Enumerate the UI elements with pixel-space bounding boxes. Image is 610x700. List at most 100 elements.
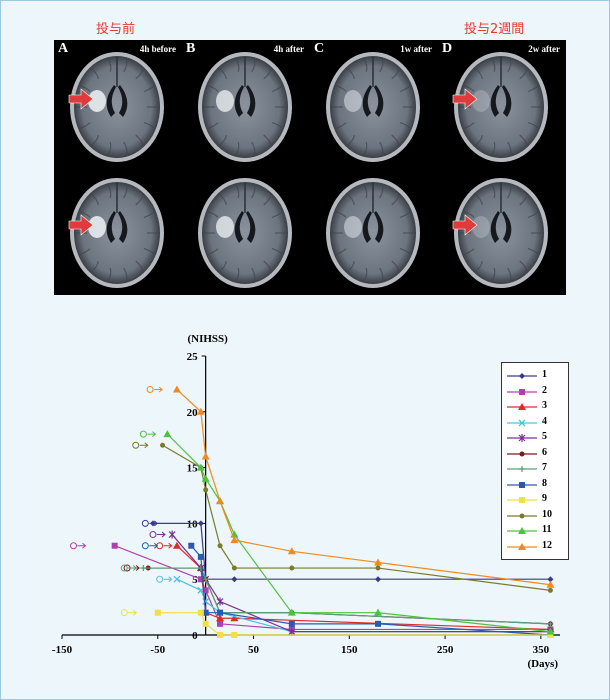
panel-label-a: A: [58, 41, 69, 56]
data-point: [217, 609, 224, 616]
legend-entry: 2: [502, 385, 568, 400]
legend-swatch: [507, 403, 537, 410]
series-8: [141, 542, 554, 638]
onset-arrow: [128, 565, 138, 571]
data-point: [216, 614, 225, 622]
panel-label-c: C: [314, 41, 325, 56]
onset-marker: [139, 430, 147, 438]
data-point: [173, 575, 181, 583]
panel-time-c: 1w after: [400, 44, 432, 54]
red-arrow-icon: [452, 88, 478, 110]
data-point: [163, 430, 172, 438]
mri-cell-c-bottom: [310, 169, 436, 295]
nihss-chart: -150 -50 50 150 250 350 0 5 10 15 20 25 (NIHSS) (Days…: [0, 320, 610, 700]
data-point: [197, 586, 205, 594]
onset-arrow: [139, 442, 149, 449]
series-line: [176, 545, 551, 631]
panel-time-d: 2w after: [528, 44, 560, 54]
data-point: [231, 632, 238, 638]
legend-entry: 9: [502, 493, 568, 508]
data-point: [202, 598, 210, 605]
data-point: [288, 620, 295, 627]
legend-swatch: [507, 388, 537, 395]
legend-swatch: [507, 434, 537, 442]
y-tick-label: 25: [187, 351, 199, 363]
onset-marker: [69, 542, 77, 550]
red-arrow-icon: [452, 214, 478, 236]
series-line: [171, 534, 551, 633]
data-point: [216, 597, 224, 606]
data-point: [546, 627, 555, 635]
y-tick-label: 5: [192, 574, 198, 586]
data-point: [197, 565, 204, 572]
data-point: [287, 547, 296, 555]
brain-slice-image: [198, 178, 292, 288]
onset-arrow: [149, 520, 159, 527]
legend-label: 5: [542, 431, 547, 442]
data-point: [217, 543, 223, 549]
onset-arrow: [147, 431, 157, 438]
legend-entry: 12: [502, 540, 568, 555]
mri-cell-a-top: A 4h before: [54, 40, 180, 166]
brain-slice-image: [68, 52, 164, 162]
legend-entry: 10: [502, 509, 568, 524]
data-point: [111, 542, 118, 549]
legend-entry: 5: [502, 431, 568, 446]
onset-marker: [156, 575, 164, 583]
series-line: [162, 444, 551, 591]
data-point: [289, 565, 295, 571]
x-tick-label: 150: [341, 644, 358, 656]
legend-label: 10: [542, 508, 552, 520]
mri-cell-c-top: C 1w after: [310, 40, 436, 166]
red-arrow-icon: [68, 88, 94, 110]
panel-time-b: 4h after: [273, 44, 304, 54]
onset-marker: [132, 441, 140, 449]
mri-cell-d-bottom: [438, 169, 564, 295]
y-tick-label: 15: [187, 463, 199, 475]
data-point: [287, 608, 296, 616]
data-point: [172, 541, 181, 549]
panel-label-b: B: [186, 41, 196, 56]
data-point: [197, 576, 204, 583]
legend-label: 2: [542, 384, 547, 396]
data-point: [546, 580, 555, 588]
onset-arrow: [156, 531, 166, 538]
legend-swatch: [507, 527, 537, 534]
legend-label: 7: [542, 462, 547, 473]
data-point: [188, 542, 195, 549]
chart-legend: 1 2 3 4 5 6 7 8 9 10 11 12: [501, 362, 569, 560]
data-point: [217, 620, 224, 627]
data-point: [547, 632, 554, 638]
data-point: [201, 452, 210, 460]
legend-swatch: [507, 513, 537, 518]
x-tick-label: 350: [533, 644, 550, 656]
y-tick-label: 0: [192, 630, 198, 642]
onset-marker: [149, 531, 157, 539]
y-tick-label: 10: [187, 518, 199, 530]
y-axis-label: (NIHSS): [187, 333, 228, 345]
series-1: [141, 519, 554, 583]
legend-label: 4: [542, 415, 547, 427]
legend-entry: 11: [502, 524, 568, 539]
data-point: [375, 565, 381, 571]
series-10: [132, 441, 553, 593]
legend-entry: 1: [502, 369, 568, 384]
onset-marker: [120, 564, 128, 572]
data-point: [217, 632, 224, 638]
panel-time-a: 4h before: [139, 44, 176, 54]
series-2: [69, 542, 554, 633]
panel-label-d: D: [442, 41, 453, 56]
data-point: [202, 587, 209, 594]
brain-slice-image: [452, 178, 548, 288]
data-point: [374, 558, 383, 566]
data-point: [196, 407, 205, 415]
legend-label: 6: [542, 446, 547, 458]
data-point: [375, 576, 382, 583]
onset-marker: [146, 385, 154, 393]
data-point: [216, 497, 225, 505]
legend-swatch: [507, 542, 537, 550]
data-point: [197, 520, 204, 527]
series-line: [166, 433, 551, 633]
post-treatment-label: 投与2週間: [464, 22, 525, 37]
series-9: [120, 609, 554, 638]
